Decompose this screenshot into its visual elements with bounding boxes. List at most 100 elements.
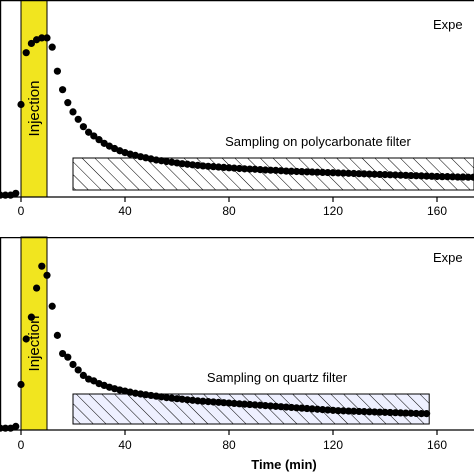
x-tick-label: 40: [118, 204, 132, 218]
data-point: [261, 402, 269, 410]
data-point: [267, 166, 275, 174]
data-point: [27, 39, 35, 48]
data-point: [345, 407, 353, 415]
data-point: [469, 173, 474, 181]
data-point: [199, 397, 207, 405]
data-point: [407, 171, 415, 180]
data-point: [397, 171, 405, 179]
data-point: [428, 172, 436, 180]
data-point: [329, 169, 337, 177]
series-markers: [0, 262, 431, 432]
data-point: [345, 169, 353, 177]
data-point: [298, 404, 306, 412]
data-point: [17, 100, 25, 109]
data-point: [464, 173, 472, 181]
data-point: [303, 404, 311, 413]
data-point: [215, 398, 223, 406]
data-point: [308, 168, 316, 176]
x-tick-label: 160: [427, 204, 447, 218]
data-point: [261, 166, 269, 174]
panel-label: Expe: [433, 17, 463, 32]
data-point: [43, 34, 51, 42]
data-point: [298, 168, 306, 176]
data-point: [339, 407, 347, 415]
data-point: [79, 371, 87, 379]
data-point: [33, 284, 41, 292]
data-point: [220, 163, 228, 171]
data-point: [412, 172, 420, 180]
data-point: [246, 165, 254, 173]
data-point: [417, 410, 425, 418]
bottom-panel: Injection Sampling on quartz filter 0 40 8…: [0, 236, 474, 472]
data-point: [293, 167, 301, 176]
data-point: [43, 271, 51, 279]
panel-label: Expe: [433, 250, 463, 265]
data-point: [402, 409, 410, 417]
data-point: [381, 171, 389, 179]
data-point: [183, 396, 191, 404]
top-panel: Injection Sampling on polycarbonate filt…: [0, 0, 474, 218]
x-ticks: 0 40 80 120 160: [18, 430, 447, 452]
data-point: [90, 132, 98, 140]
data-point: [376, 170, 384, 179]
data-point: [386, 408, 394, 417]
data-point: [215, 163, 223, 171]
data-point: [204, 162, 212, 170]
data-point: [241, 165, 249, 173]
data-point: [334, 169, 342, 177]
data-point: [38, 262, 46, 270]
data-point: [48, 302, 56, 310]
data-point: [433, 172, 441, 181]
data-point: [287, 167, 295, 175]
x-tick-label: 160: [427, 438, 447, 452]
data-point: [209, 398, 217, 406]
data-point: [251, 165, 259, 173]
data-point: [17, 380, 25, 389]
data-point: [443, 173, 451, 181]
data-point: [339, 169, 347, 177]
data-point: [178, 160, 186, 168]
data-point: [59, 349, 67, 358]
data-point: [417, 172, 425, 180]
x-tick-label: 120: [323, 204, 343, 218]
data-point: [391, 409, 399, 417]
data-point: [355, 170, 363, 178]
x-tick-label: 0: [18, 438, 25, 452]
data-point: [293, 404, 301, 412]
data-point: [69, 360, 77, 369]
data-point: [324, 168, 332, 177]
data-point: [38, 34, 46, 42]
data-point: [12, 189, 20, 197]
data-point: [454, 173, 462, 181]
data-point: [163, 394, 171, 402]
data-point: [64, 99, 72, 107]
data-point: [329, 406, 337, 414]
data-point: [230, 164, 238, 172]
data-point: [391, 171, 399, 179]
data-point: [282, 167, 290, 175]
sampling-label: Sampling on quartz filter: [207, 370, 348, 385]
data-point: [381, 408, 389, 416]
data-point: [308, 405, 316, 413]
data-point: [251, 401, 259, 409]
injection-band: [20, 0, 48, 198]
data-point: [183, 160, 191, 168]
x-tick-label: 0: [18, 204, 25, 218]
data-point: [256, 166, 264, 174]
data-point: [230, 399, 238, 408]
x-tick-label: 120: [323, 438, 343, 452]
data-point: [449, 173, 457, 181]
data-point: [168, 394, 176, 402]
data-point: [194, 397, 202, 405]
data-point: [313, 405, 321, 413]
data-point: [22, 49, 30, 57]
data-point: [376, 408, 384, 416]
data-point: [256, 401, 264, 409]
data-point: [355, 407, 363, 416]
data-point: [397, 409, 405, 417]
data-point: [423, 172, 431, 180]
data-point: [235, 164, 243, 173]
data-point: [272, 166, 280, 174]
data-point: [235, 400, 243, 408]
data-point: [371, 170, 379, 178]
